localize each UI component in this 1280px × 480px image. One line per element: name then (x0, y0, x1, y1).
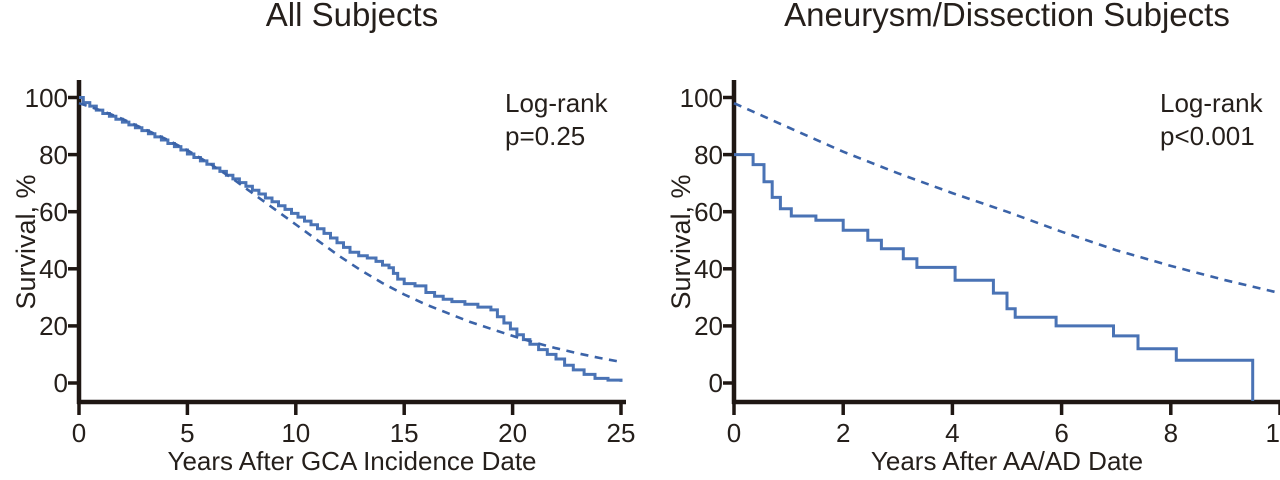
x-tick-label: 0 (726, 418, 742, 448)
expected-curve (733, 102, 1280, 295)
x-tick-label: 10 (281, 418, 311, 448)
logrank-label: Log-rank (505, 88, 608, 118)
expected-curve (78, 101, 622, 364)
x-tick-label: 15 (389, 418, 419, 448)
observed-curve (79, 96, 623, 382)
y-tick-label: 0 (53, 368, 68, 398)
y-axis-label-right: Survival, % (666, 174, 696, 310)
x-tick-label: 20 (498, 418, 528, 448)
observed-curve (734, 153, 1255, 401)
x-tick-label: 6 (1054, 418, 1069, 448)
panel-title-all-subjects: All Subjects (265, 0, 439, 33)
p-value: p<0.001 (1160, 121, 1255, 151)
y-tick-label: 20 (694, 310, 723, 341)
logrank-annotation-left: Log-rank p=0.25 (505, 87, 608, 153)
y-tick-label: 0 (708, 368, 723, 398)
y-tick-label: 60 (694, 196, 723, 227)
panel-title-aneurysm-dissection: Aneurysm/Dissection Subjects (784, 0, 1230, 33)
y-tick-label: 40 (694, 253, 723, 284)
x-tick-label: 0 (71, 418, 87, 448)
y-tick-label: 80 (694, 139, 723, 170)
x-tick-label: 5 (180, 418, 195, 448)
x-axis-label-left: Years After GCA Incidence Date (167, 446, 537, 476)
y-tick-label: 80 (39, 139, 68, 170)
y-tick-label: 40 (39, 253, 68, 284)
y-tick-label: 60 (39, 196, 68, 227)
x-tick-label: 25 (606, 418, 636, 448)
y-tick-label: 100 (24, 82, 68, 113)
y-tick-label: 20 (39, 310, 68, 341)
logrank-annotation-right: Log-rank p<0.001 (1160, 87, 1263, 153)
p-value: p=0.25 (505, 121, 586, 151)
x-tick-label: 8 (1163, 418, 1179, 448)
y-axis-label-left: Survival, % (11, 174, 41, 310)
x-tick-label: 4 (945, 418, 960, 448)
x-axis-label-right: Years After AA/AD Date (870, 446, 1144, 476)
x-tick-label: 10 (1265, 418, 1280, 448)
y-tick-label: 100 (679, 82, 723, 113)
x-tick-label: 2 (835, 418, 851, 448)
logrank-label: Log-rank (1160, 88, 1263, 118)
